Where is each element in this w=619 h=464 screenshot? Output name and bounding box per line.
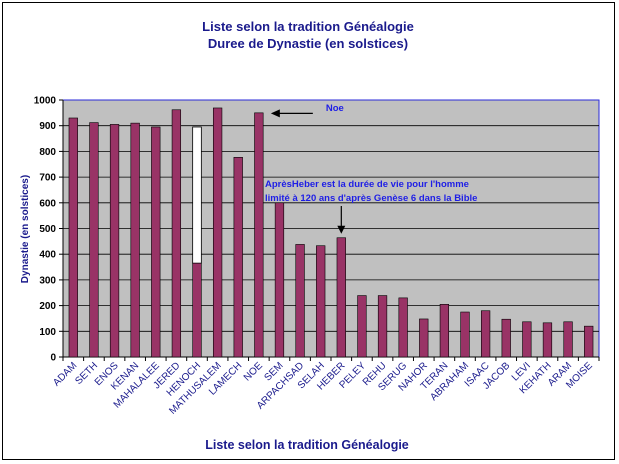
bar-arpachsad (295, 244, 305, 358)
y-tick-label-0: 0 (50, 353, 56, 364)
bar-selah (316, 245, 326, 358)
noe-annotation: Noe (326, 103, 344, 114)
bar-aram (563, 321, 573, 358)
bar-seth (89, 122, 99, 358)
y-tick-label-100: 100 (39, 327, 56, 338)
chart-frame: Liste selon la tradition Généalogie Dure… (2, 2, 615, 460)
chart-svg: Liste selon la tradition Généalogie Dure… (20, 19, 600, 452)
bar-sem (274, 202, 285, 358)
y-tick-label-200: 200 (39, 301, 56, 312)
bar-teran (439, 304, 450, 358)
y-axis-title: Dynastie (en solstices) (20, 175, 31, 283)
heber-arrow-head (337, 225, 346, 234)
y-tick-label-400: 400 (39, 250, 56, 261)
bar-noe (254, 112, 264, 358)
heber-annotation-line-1: AprèsHeber est la durée de vie pour l'ho… (265, 179, 469, 190)
bar-kenan (130, 122, 140, 358)
chart-title: Liste selon la tradition Généalogie (202, 19, 414, 34)
y-tick-label-600: 600 (39, 198, 56, 209)
bar-jacob (501, 318, 511, 358)
bar-adam (68, 117, 78, 358)
bar-rehu (377, 295, 388, 358)
bar-peley (357, 295, 367, 358)
bar-serug (398, 297, 408, 358)
bar-heber (336, 237, 346, 358)
bar-jered (171, 109, 182, 358)
bar-henoch (192, 262, 202, 358)
bar-isaac (480, 310, 491, 358)
bar-abraham (460, 311, 470, 358)
x-tick-label-noe: NOE (242, 360, 265, 383)
bar-mathusalem (212, 107, 223, 358)
y-tick-label-700: 700 (39, 173, 56, 184)
y-tick-label-300: 300 (39, 275, 56, 286)
y-tick-label-500: 500 (39, 224, 56, 235)
bar-nahor (419, 318, 429, 358)
heber-annotation-line-2: limité à 120 ans d'après Genèse 6 dans l… (265, 193, 477, 204)
bar-mahalalee (151, 126, 161, 358)
bar-moise (584, 325, 594, 358)
y-tick-label-900: 900 (39, 121, 56, 132)
chart-subtitle: Duree de Dynastie (en solstices) (208, 36, 408, 51)
bar-levi (522, 321, 532, 358)
footer-title: Liste selon la tradition Généalogie (205, 438, 409, 452)
highlight-bar-henoch (192, 126, 202, 264)
bar-kehath (542, 322, 553, 358)
y-tick-label-800: 800 (39, 147, 56, 158)
x-tick-label-adam: ADAM (51, 360, 79, 388)
bar-lamech (233, 157, 243, 358)
y-tick-label-1000: 1000 (34, 96, 57, 107)
bar-enos (109, 124, 120, 358)
noe-arrow-head (270, 109, 280, 118)
